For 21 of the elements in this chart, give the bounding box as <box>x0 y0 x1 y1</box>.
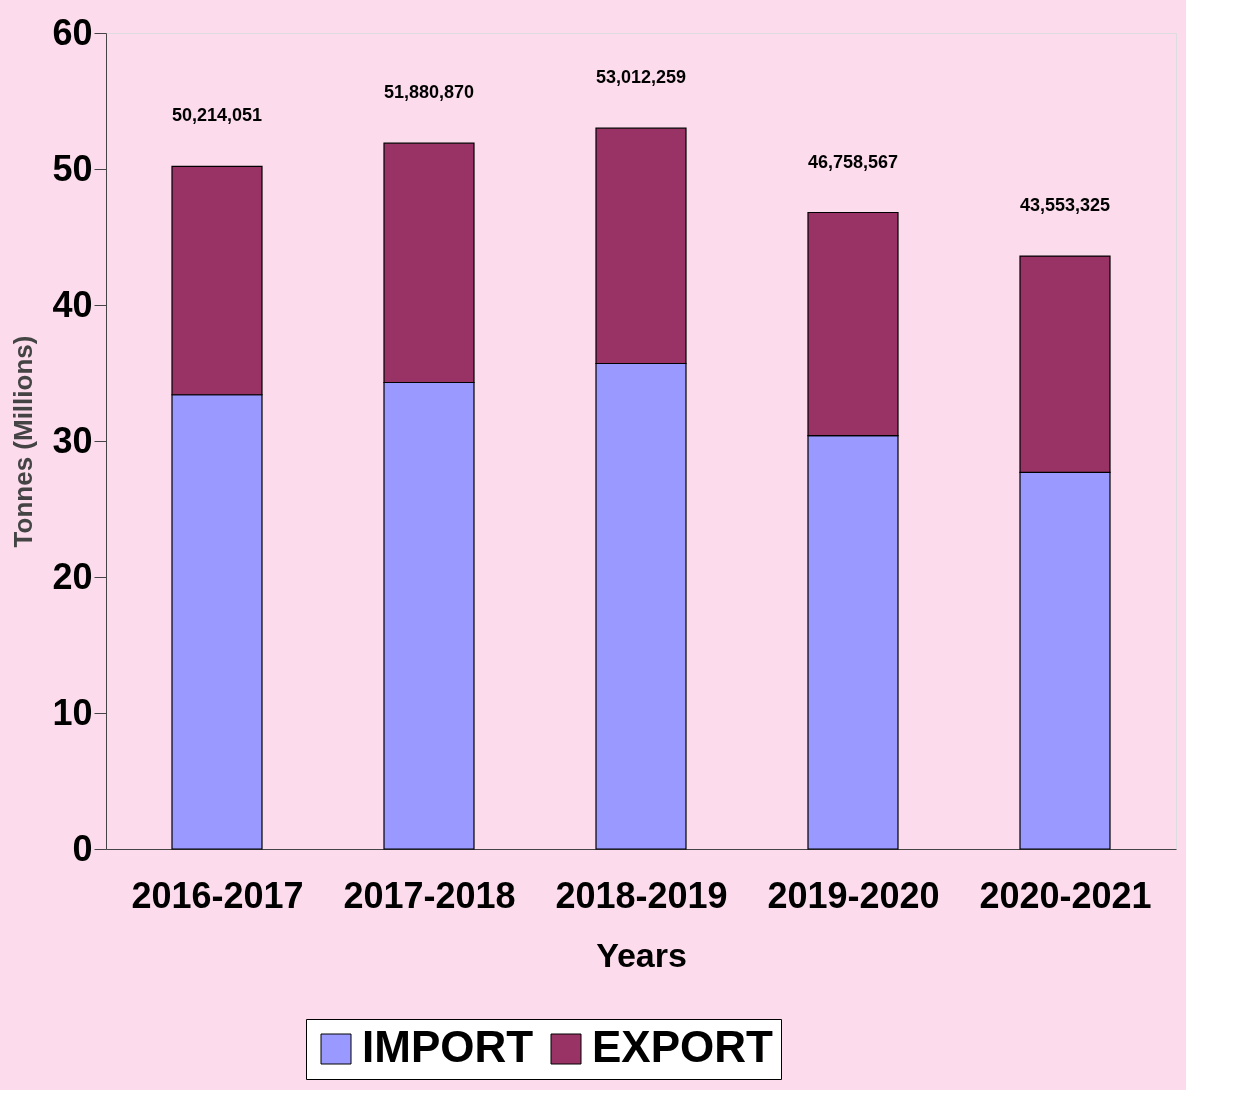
x-tick-label: 2019-2020 <box>767 874 940 916</box>
y-tick-label: 40 <box>52 283 93 325</box>
legend-label: EXPORT <box>592 1022 774 1071</box>
y-tick-label: 50 <box>52 147 93 189</box>
annotation: 46,758,567 <box>807 151 899 172</box>
x-axis-title: Years <box>596 935 687 974</box>
annotation: 53,012,259 <box>595 67 687 88</box>
y-axis-title: Tonnes (Millions) <box>8 335 39 548</box>
y-tick-label: 10 <box>52 691 93 733</box>
y-tick-label: 20 <box>52 555 93 597</box>
x-tick-label: 2018-2019 <box>555 874 728 916</box>
y-tick-label: 60 <box>52 11 93 53</box>
annotation: 51,880,870 <box>383 82 475 103</box>
annotation: 50,214,051 <box>171 105 263 126</box>
legend-label: IMPORT <box>362 1022 534 1071</box>
x-tick-label: 2016-2017 <box>131 874 304 916</box>
y-tick-label: 0 <box>72 827 93 869</box>
y-tick-label: 30 <box>52 419 93 461</box>
x-tick-label: 2017-2018 <box>343 874 516 916</box>
annotation: 43,553,325 <box>1019 195 1111 216</box>
x-tick-label: 2020-2021 <box>979 874 1152 916</box>
